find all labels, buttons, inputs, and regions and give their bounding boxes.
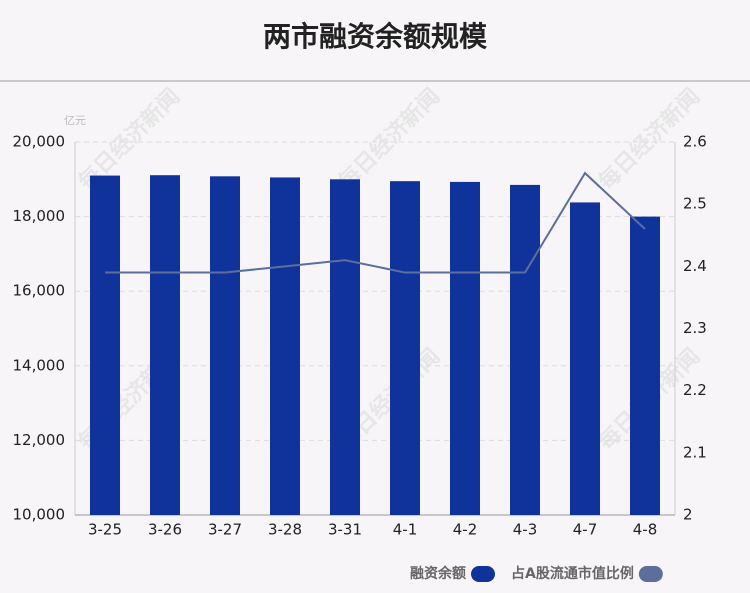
legend-swatch bbox=[638, 566, 663, 582]
y-tick-label: 10,000 bbox=[13, 506, 66, 524]
bar bbox=[270, 177, 300, 515]
x-tick-label: 3-27 bbox=[208, 521, 242, 539]
x-tick-label: 3-26 bbox=[148, 521, 182, 539]
y-tick-label: 14,000 bbox=[13, 356, 66, 374]
bar bbox=[510, 184, 540, 515]
y-tick-label: 18,000 bbox=[13, 207, 66, 225]
y-tick-label: 12,000 bbox=[13, 431, 66, 449]
y2-tick-label: 2 bbox=[683, 506, 693, 524]
y-tick-label: 16,000 bbox=[13, 282, 66, 300]
legend-label: 融资余额 bbox=[410, 565, 466, 582]
y2-tick-label: 2.1 bbox=[683, 443, 707, 461]
bar bbox=[450, 181, 480, 515]
y-tick-label: 20,000 bbox=[13, 133, 66, 151]
x-tick-label: 4-8 bbox=[633, 521, 658, 539]
y2-tick-label: 2.6 bbox=[683, 133, 707, 151]
chart-title: 两市融资余额规模 bbox=[263, 20, 488, 53]
unit-label: 亿元 bbox=[64, 114, 86, 127]
bar bbox=[330, 179, 360, 516]
bar bbox=[210, 176, 240, 516]
x-tick-label: 3-28 bbox=[268, 521, 302, 539]
bar bbox=[570, 202, 600, 515]
bar bbox=[390, 181, 420, 516]
line bbox=[105, 171, 646, 274]
y2-tick-label: 2.3 bbox=[683, 319, 707, 337]
y2-tick-label: 2.5 bbox=[683, 195, 707, 213]
x-tick-label: 4-3 bbox=[513, 521, 538, 539]
x-tick-label: 4-2 bbox=[453, 521, 478, 539]
y2-tick-label: 2.4 bbox=[683, 257, 707, 275]
bar bbox=[630, 216, 660, 515]
x-tick-label: 3-31 bbox=[328, 521, 362, 539]
x-tick-label: 4-7 bbox=[573, 521, 598, 539]
x-tick-label: 4-1 bbox=[393, 521, 418, 539]
bar bbox=[150, 175, 180, 515]
legend-swatch bbox=[471, 566, 495, 582]
bar bbox=[90, 175, 120, 515]
y2-tick-label: 2.2 bbox=[683, 381, 707, 399]
legend-label: 占A股流通市值比例 bbox=[511, 565, 634, 582]
watermark: 每日经济新闻 bbox=[333, 83, 445, 195]
x-tick-label: 3-25 bbox=[88, 521, 122, 539]
